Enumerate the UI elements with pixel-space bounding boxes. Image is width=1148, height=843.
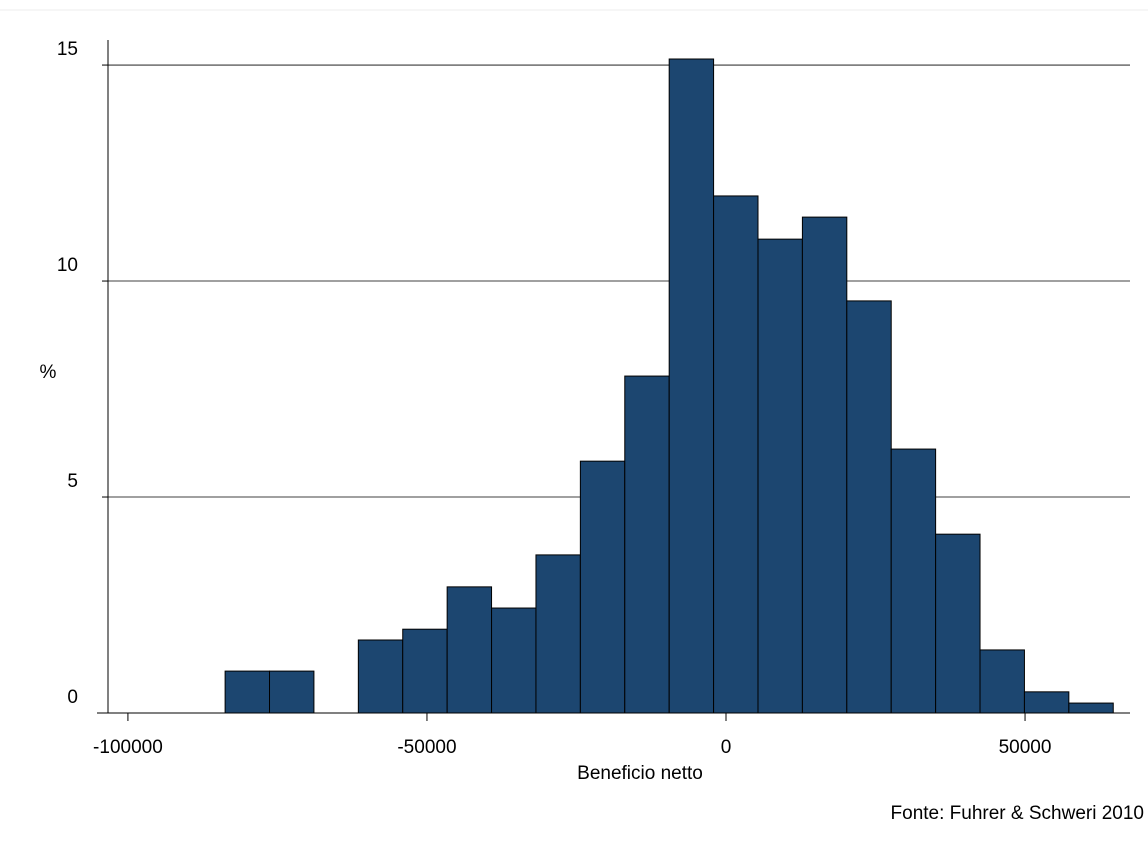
y-tick-label: 15 (57, 39, 78, 60)
x-tick-label: -100000 (93, 737, 163, 758)
bar (713, 195, 759, 714)
y-tick-label: 10 (57, 255, 78, 276)
bar (757, 238, 803, 714)
bar (446, 586, 493, 714)
bar (269, 670, 315, 714)
x-axis-label: Beneficio netto (577, 763, 703, 784)
bar (535, 554, 581, 714)
bar (579, 460, 626, 714)
bar (1068, 702, 1114, 714)
y-axis-label: % (40, 362, 57, 383)
x-tick-label: -50000 (397, 737, 456, 758)
bar (890, 448, 937, 714)
source-note: Fonte: Fuhrer & Schweri 2010 (891, 803, 1144, 824)
bar (935, 533, 981, 714)
bar (979, 649, 1025, 714)
bar (846, 300, 892, 714)
bar (801, 216, 848, 714)
bar (357, 639, 404, 714)
bar (224, 670, 271, 714)
bar (402, 628, 448, 714)
bar (491, 607, 537, 714)
y-tick-label: 0 (67, 687, 78, 708)
bar (624, 375, 670, 714)
x-tick-label: 0 (721, 737, 732, 758)
bar (668, 58, 715, 714)
y-tick-label: 5 (67, 471, 78, 492)
bar (1023, 691, 1070, 714)
x-tick-label: 50000 (999, 737, 1052, 758)
